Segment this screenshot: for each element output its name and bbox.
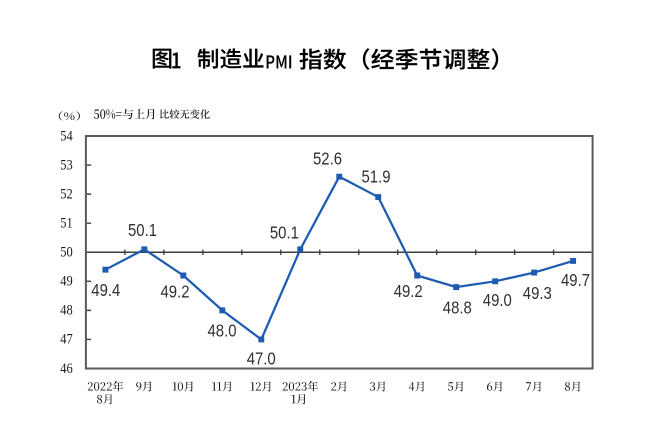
svg-text:49.4: 49.4 bbox=[91, 281, 120, 300]
svg-text:50.1: 50.1 bbox=[128, 221, 157, 240]
svg-text:50: 50 bbox=[60, 245, 73, 261]
svg-text:51: 51 bbox=[60, 216, 73, 232]
svg-text:49.0: 49.0 bbox=[483, 291, 512, 310]
svg-text:49.7: 49.7 bbox=[561, 271, 590, 290]
svg-text:52: 52 bbox=[60, 186, 73, 202]
svg-text:51.9: 51.9 bbox=[362, 168, 391, 187]
svg-text:48: 48 bbox=[60, 303, 73, 319]
svg-text:50.1: 50.1 bbox=[270, 223, 299, 242]
svg-text:48.8: 48.8 bbox=[443, 298, 472, 317]
svg-text:53: 53 bbox=[60, 157, 73, 173]
svg-text:47: 47 bbox=[60, 332, 73, 348]
svg-text:52.6: 52.6 bbox=[313, 149, 342, 168]
svg-text:47.0: 47.0 bbox=[247, 350, 276, 369]
svg-text:46: 46 bbox=[60, 361, 73, 377]
svg-text:49.3: 49.3 bbox=[523, 284, 552, 303]
svg-text:49.2: 49.2 bbox=[161, 283, 190, 302]
svg-text:49.2: 49.2 bbox=[394, 282, 423, 301]
svg-text:54: 54 bbox=[60, 128, 73, 144]
svg-text:48.0: 48.0 bbox=[208, 321, 237, 340]
svg-text:49: 49 bbox=[60, 274, 73, 290]
